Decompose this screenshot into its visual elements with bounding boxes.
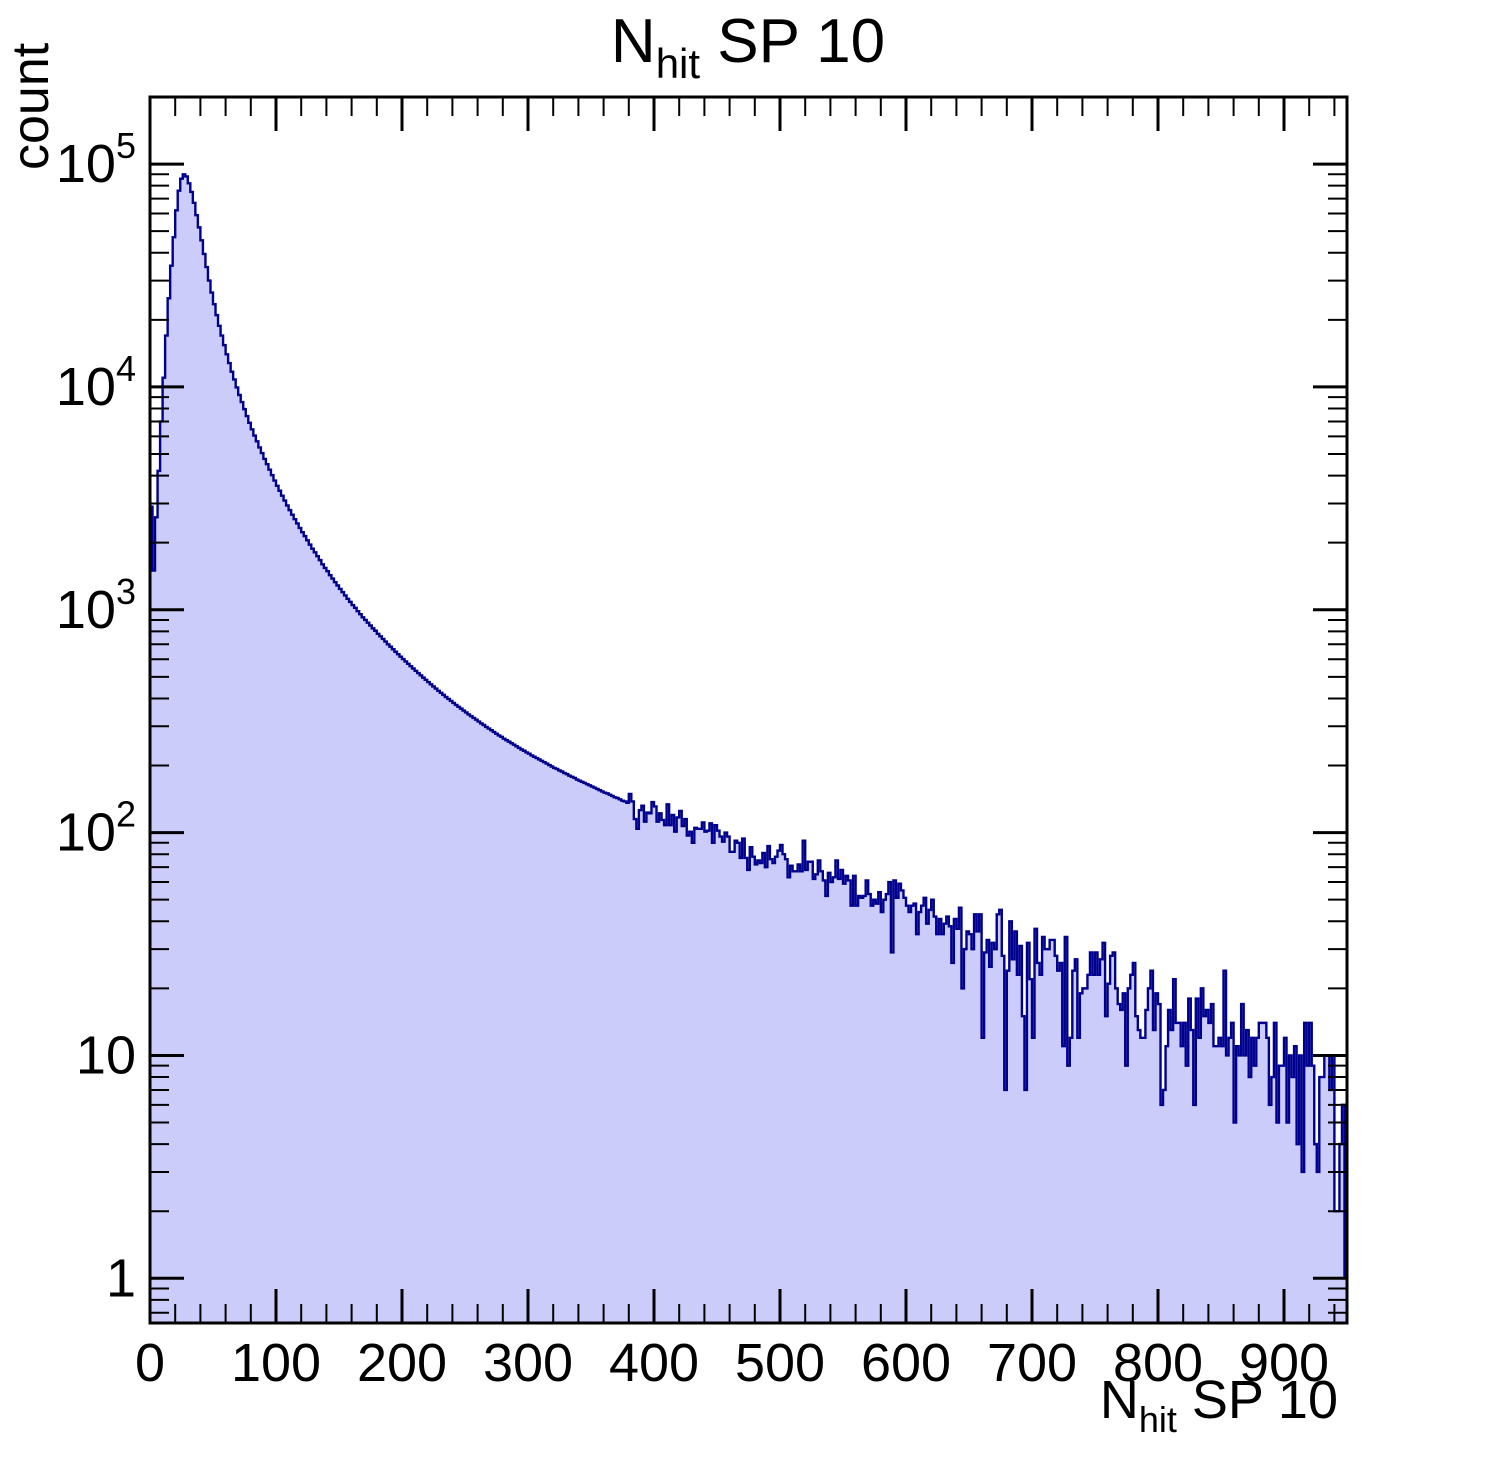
histogram-step-line (148, 173, 1347, 1323)
chart-title: Nhit SP 10 (611, 7, 885, 87)
x-tick-label: 0 (135, 1333, 165, 1393)
x-tick-label: 100 (231, 1333, 321, 1393)
x-tick-label: 900 (1239, 1333, 1329, 1393)
x-tick-label: 300 (483, 1333, 573, 1393)
y-tick-label: 1 (106, 1248, 136, 1308)
x-tick-label: 500 (735, 1333, 825, 1393)
y-tick-label: 103 (56, 571, 136, 640)
x-tick-label: 700 (987, 1333, 1077, 1393)
x-tick-labels: 0 100 200 300 400 500 600 700 800 900 (135, 1333, 1329, 1393)
y-tick-label: 10 (76, 1025, 136, 1085)
y-tick-label: 105 (56, 125, 136, 194)
x-tick-label: 800 (1113, 1333, 1203, 1393)
histogram-area (150, 174, 1347, 1324)
y-tick-labels: 1 10 102 103 104 105 (56, 125, 136, 1308)
axis-ticks (148, 96, 1347, 1323)
x-axis-label: Nhit SP 10 (1100, 1370, 1338, 1440)
histogram-fill (150, 174, 1347, 1324)
histogram-outline (148, 173, 1347, 1323)
x-tick-label: 400 (609, 1333, 699, 1393)
x-tick-label: 200 (357, 1333, 447, 1393)
x-tick-label: 600 (861, 1333, 951, 1393)
y-tick-label: 104 (56, 348, 136, 417)
y-axis-label: count (2, 42, 60, 170)
plot-frame (148, 95, 1349, 1325)
y-tick-label: 102 (56, 794, 136, 863)
